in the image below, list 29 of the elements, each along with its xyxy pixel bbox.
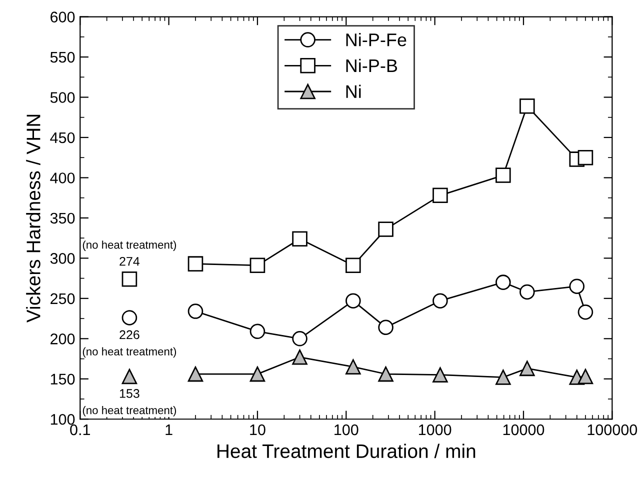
x-tick-label: 1000 xyxy=(418,424,452,436)
y-tick-label: 500 xyxy=(50,92,75,103)
y-tick-label: 100 xyxy=(50,414,75,425)
legend-label: Ni xyxy=(346,84,361,98)
y-tick-label: 600 xyxy=(50,12,75,22)
legend-label: Ni-P-B xyxy=(346,58,398,72)
y-tick-label: 550 xyxy=(50,52,75,63)
x-tick-label: 10000 xyxy=(503,424,544,436)
x-axis-title: Heat Treatment Duration / min xyxy=(218,444,476,458)
legend-label: Ni-P-Fe xyxy=(346,33,406,46)
y-tick-label: 350 xyxy=(50,212,75,224)
y-tick-label: 250 xyxy=(50,293,75,304)
y-tick-label: 450 xyxy=(50,132,75,144)
data-label: 274 xyxy=(120,256,140,266)
data-label: 226 xyxy=(120,330,140,340)
x-tick-label: 1 xyxy=(166,424,172,436)
x-tick-label: 100 xyxy=(334,424,358,436)
y-tick-label: 200 xyxy=(50,334,75,344)
annotation: (no heat treatment) xyxy=(82,347,176,358)
annotation: (no heat treatment) xyxy=(82,240,176,251)
data-label: 153 xyxy=(120,389,140,398)
y-tick-label: 300 xyxy=(50,253,75,264)
y-tick-label: 400 xyxy=(50,172,75,184)
x-tick-label: 100000 xyxy=(588,424,638,436)
y-tick-label: 150 xyxy=(50,374,75,385)
x-tick-label: 10 xyxy=(250,424,266,436)
x-tick-label: 0.1 xyxy=(70,424,90,436)
y-axis-title: Vickers Hardness / VHN xyxy=(26,114,40,322)
annotation: (no heat treatment) xyxy=(82,406,176,416)
